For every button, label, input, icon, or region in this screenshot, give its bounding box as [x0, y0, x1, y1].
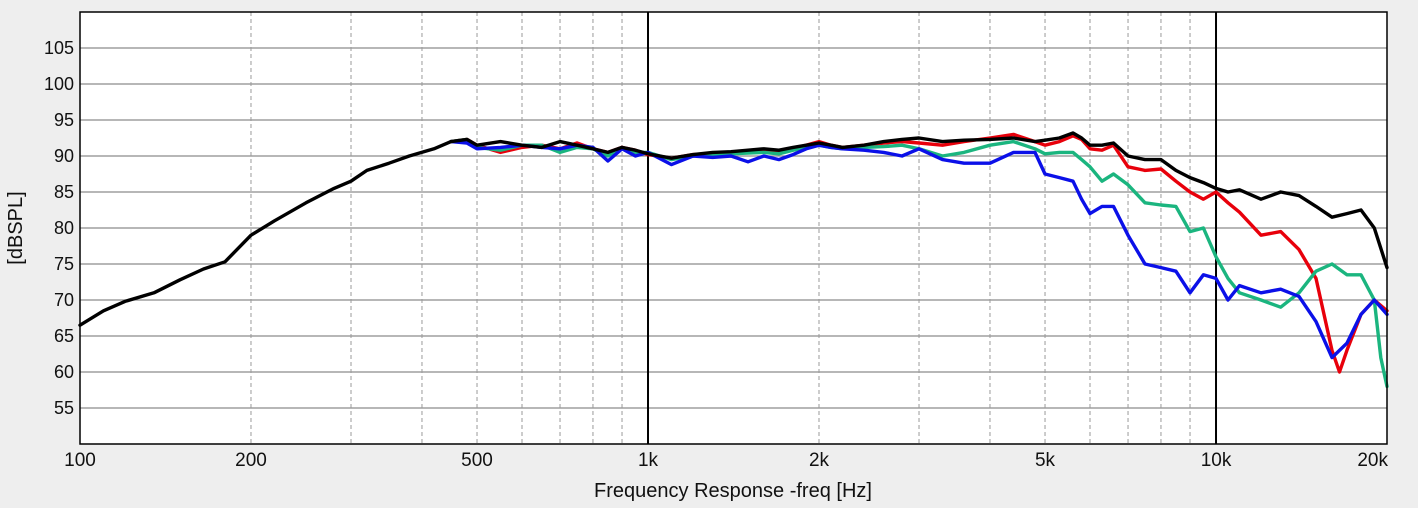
x-tick-label: 20k [1357, 450, 1388, 471]
x-axis-title: Frequency Response -freq [Hz] [594, 480, 872, 502]
y-tick-label: 105 [44, 38, 74, 58]
y-tick-label: 100 [44, 74, 74, 94]
series-line-4 [449, 139, 1389, 360]
y-tick-label: 65 [54, 326, 74, 346]
y-tick-label: 55 [54, 398, 74, 418]
y-axis-title: [dBSPL] [5, 191, 27, 264]
y-tick-label: 70 [54, 290, 74, 310]
y-tick-label: 85 [54, 182, 74, 202]
plot-frame [79, 11, 1388, 445]
y-tick-label: 80 [54, 218, 74, 238]
y-tick-label: 75 [54, 254, 74, 274]
y-tick-label: 60 [54, 362, 74, 382]
tick-layer: 55 60 65 70 75 80 85 90 95 100 105 100 200 500 1k 2k 5k 1… [44, 38, 1389, 471]
x-tick-label: 100 [64, 450, 96, 471]
y-tick-label: 90 [54, 146, 74, 166]
series-layer [78, 131, 1389, 389]
x-tick-label: 5k [1035, 450, 1056, 471]
y-tick-label: 95 [54, 110, 74, 130]
x-tick-label: 10k [1201, 450, 1232, 471]
x-tick-label: 2k [809, 450, 830, 471]
x-tick-label: 500 [461, 450, 493, 471]
x-tick-label: 200 [235, 450, 267, 471]
series-line-1 [78, 131, 1389, 327]
x-tick-label: 1k [638, 450, 659, 471]
grid-layer [80, 12, 1387, 444]
